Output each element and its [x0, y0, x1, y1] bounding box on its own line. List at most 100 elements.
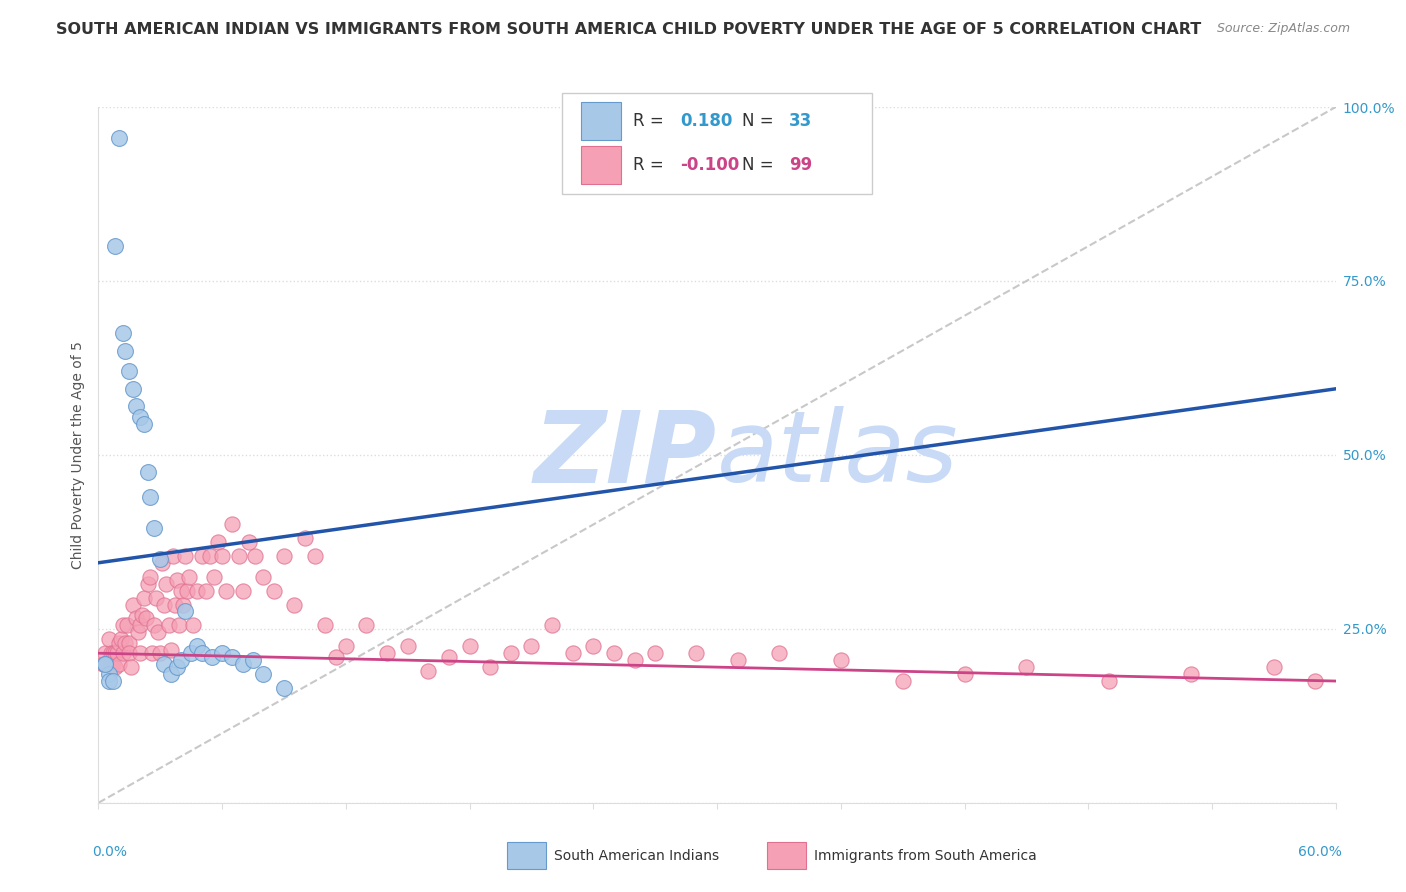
Point: [118, 646, 141, 660]
Point: [149, 646, 172, 660]
Text: 0.180: 0.180: [681, 112, 733, 130]
Point: [1303, 674, 1326, 689]
Text: 33: 33: [789, 112, 813, 130]
Point: [190, 549, 212, 563]
Point: [128, 646, 150, 660]
Point: [252, 667, 274, 681]
Point: [93, 646, 115, 660]
Point: [124, 611, 146, 625]
Point: [112, 618, 135, 632]
Point: [108, 636, 131, 650]
Point: [150, 556, 173, 570]
Point: [437, 649, 460, 664]
Point: [201, 649, 224, 664]
Point: [157, 618, 180, 632]
Point: [118, 364, 141, 378]
Point: [211, 549, 233, 563]
Point: [163, 598, 186, 612]
Point: [232, 657, 254, 671]
Text: 60.0%: 60.0%: [1298, 845, 1341, 858]
Point: [97, 674, 120, 689]
Point: [136, 466, 159, 480]
Point: [232, 583, 254, 598]
Bar: [581, 146, 620, 185]
Point: [153, 598, 176, 612]
Point: [174, 605, 197, 619]
Point: [479, 660, 502, 674]
Point: [148, 625, 170, 640]
Point: [221, 649, 243, 664]
Point: [561, 646, 583, 660]
Point: [159, 642, 181, 657]
Point: [112, 646, 135, 660]
Point: [100, 646, 122, 660]
Point: [162, 549, 184, 563]
Point: [273, 681, 295, 695]
Text: atlas: atlas: [717, 407, 959, 503]
Point: [314, 618, 336, 632]
Point: [166, 573, 188, 587]
Point: [105, 646, 128, 660]
Point: [170, 583, 193, 598]
Point: [202, 570, 225, 584]
Point: [104, 239, 127, 253]
Point: [153, 657, 176, 671]
Point: [335, 639, 357, 653]
Point: [101, 657, 124, 671]
Text: Immigrants from South America: Immigrants from South America: [814, 849, 1036, 863]
Point: [104, 660, 127, 674]
Y-axis label: Child Poverty Under the Age of 5: Child Poverty Under the Age of 5: [70, 341, 84, 569]
Point: [221, 517, 243, 532]
Point: [1098, 674, 1121, 689]
Point: [1015, 660, 1038, 674]
Point: [252, 570, 274, 584]
Point: [228, 549, 250, 563]
Point: [194, 583, 217, 598]
Point: [110, 632, 132, 647]
Point: [136, 576, 159, 591]
Point: [166, 660, 188, 674]
Bar: [766, 842, 806, 869]
Point: [238, 535, 260, 549]
Point: [96, 657, 118, 671]
Point: [325, 649, 347, 664]
Text: 0.0%: 0.0%: [93, 845, 127, 858]
Point: [243, 549, 266, 563]
Point: [108, 657, 131, 671]
Point: [131, 607, 153, 622]
Text: -0.100: -0.100: [681, 156, 740, 174]
Point: [294, 532, 316, 546]
Point: [186, 639, 208, 653]
Point: [768, 646, 790, 660]
Point: [128, 618, 150, 632]
Point: [541, 618, 564, 632]
Point: [891, 674, 914, 689]
Point: [118, 636, 141, 650]
Point: [953, 667, 976, 681]
Text: R =: R =: [633, 112, 669, 130]
Text: 99: 99: [789, 156, 813, 174]
Text: ZIP: ZIP: [534, 407, 717, 503]
Point: [211, 646, 233, 660]
Text: N =: N =: [742, 156, 779, 174]
Text: South American Indians: South American Indians: [554, 849, 718, 863]
Point: [93, 657, 115, 671]
Point: [143, 521, 166, 535]
Point: [174, 549, 197, 563]
Point: [1180, 667, 1202, 681]
Text: N =: N =: [742, 112, 779, 130]
Point: [582, 639, 605, 653]
Point: [132, 591, 155, 605]
Point: [170, 653, 193, 667]
Point: [396, 639, 419, 653]
Point: [117, 618, 139, 632]
Point: [101, 646, 124, 660]
Point: [122, 382, 145, 396]
Point: [97, 632, 120, 647]
Point: [603, 646, 626, 660]
Point: [93, 657, 115, 671]
Point: [159, 667, 181, 681]
Point: [114, 343, 136, 358]
Point: [644, 646, 666, 660]
Point: [179, 570, 201, 584]
